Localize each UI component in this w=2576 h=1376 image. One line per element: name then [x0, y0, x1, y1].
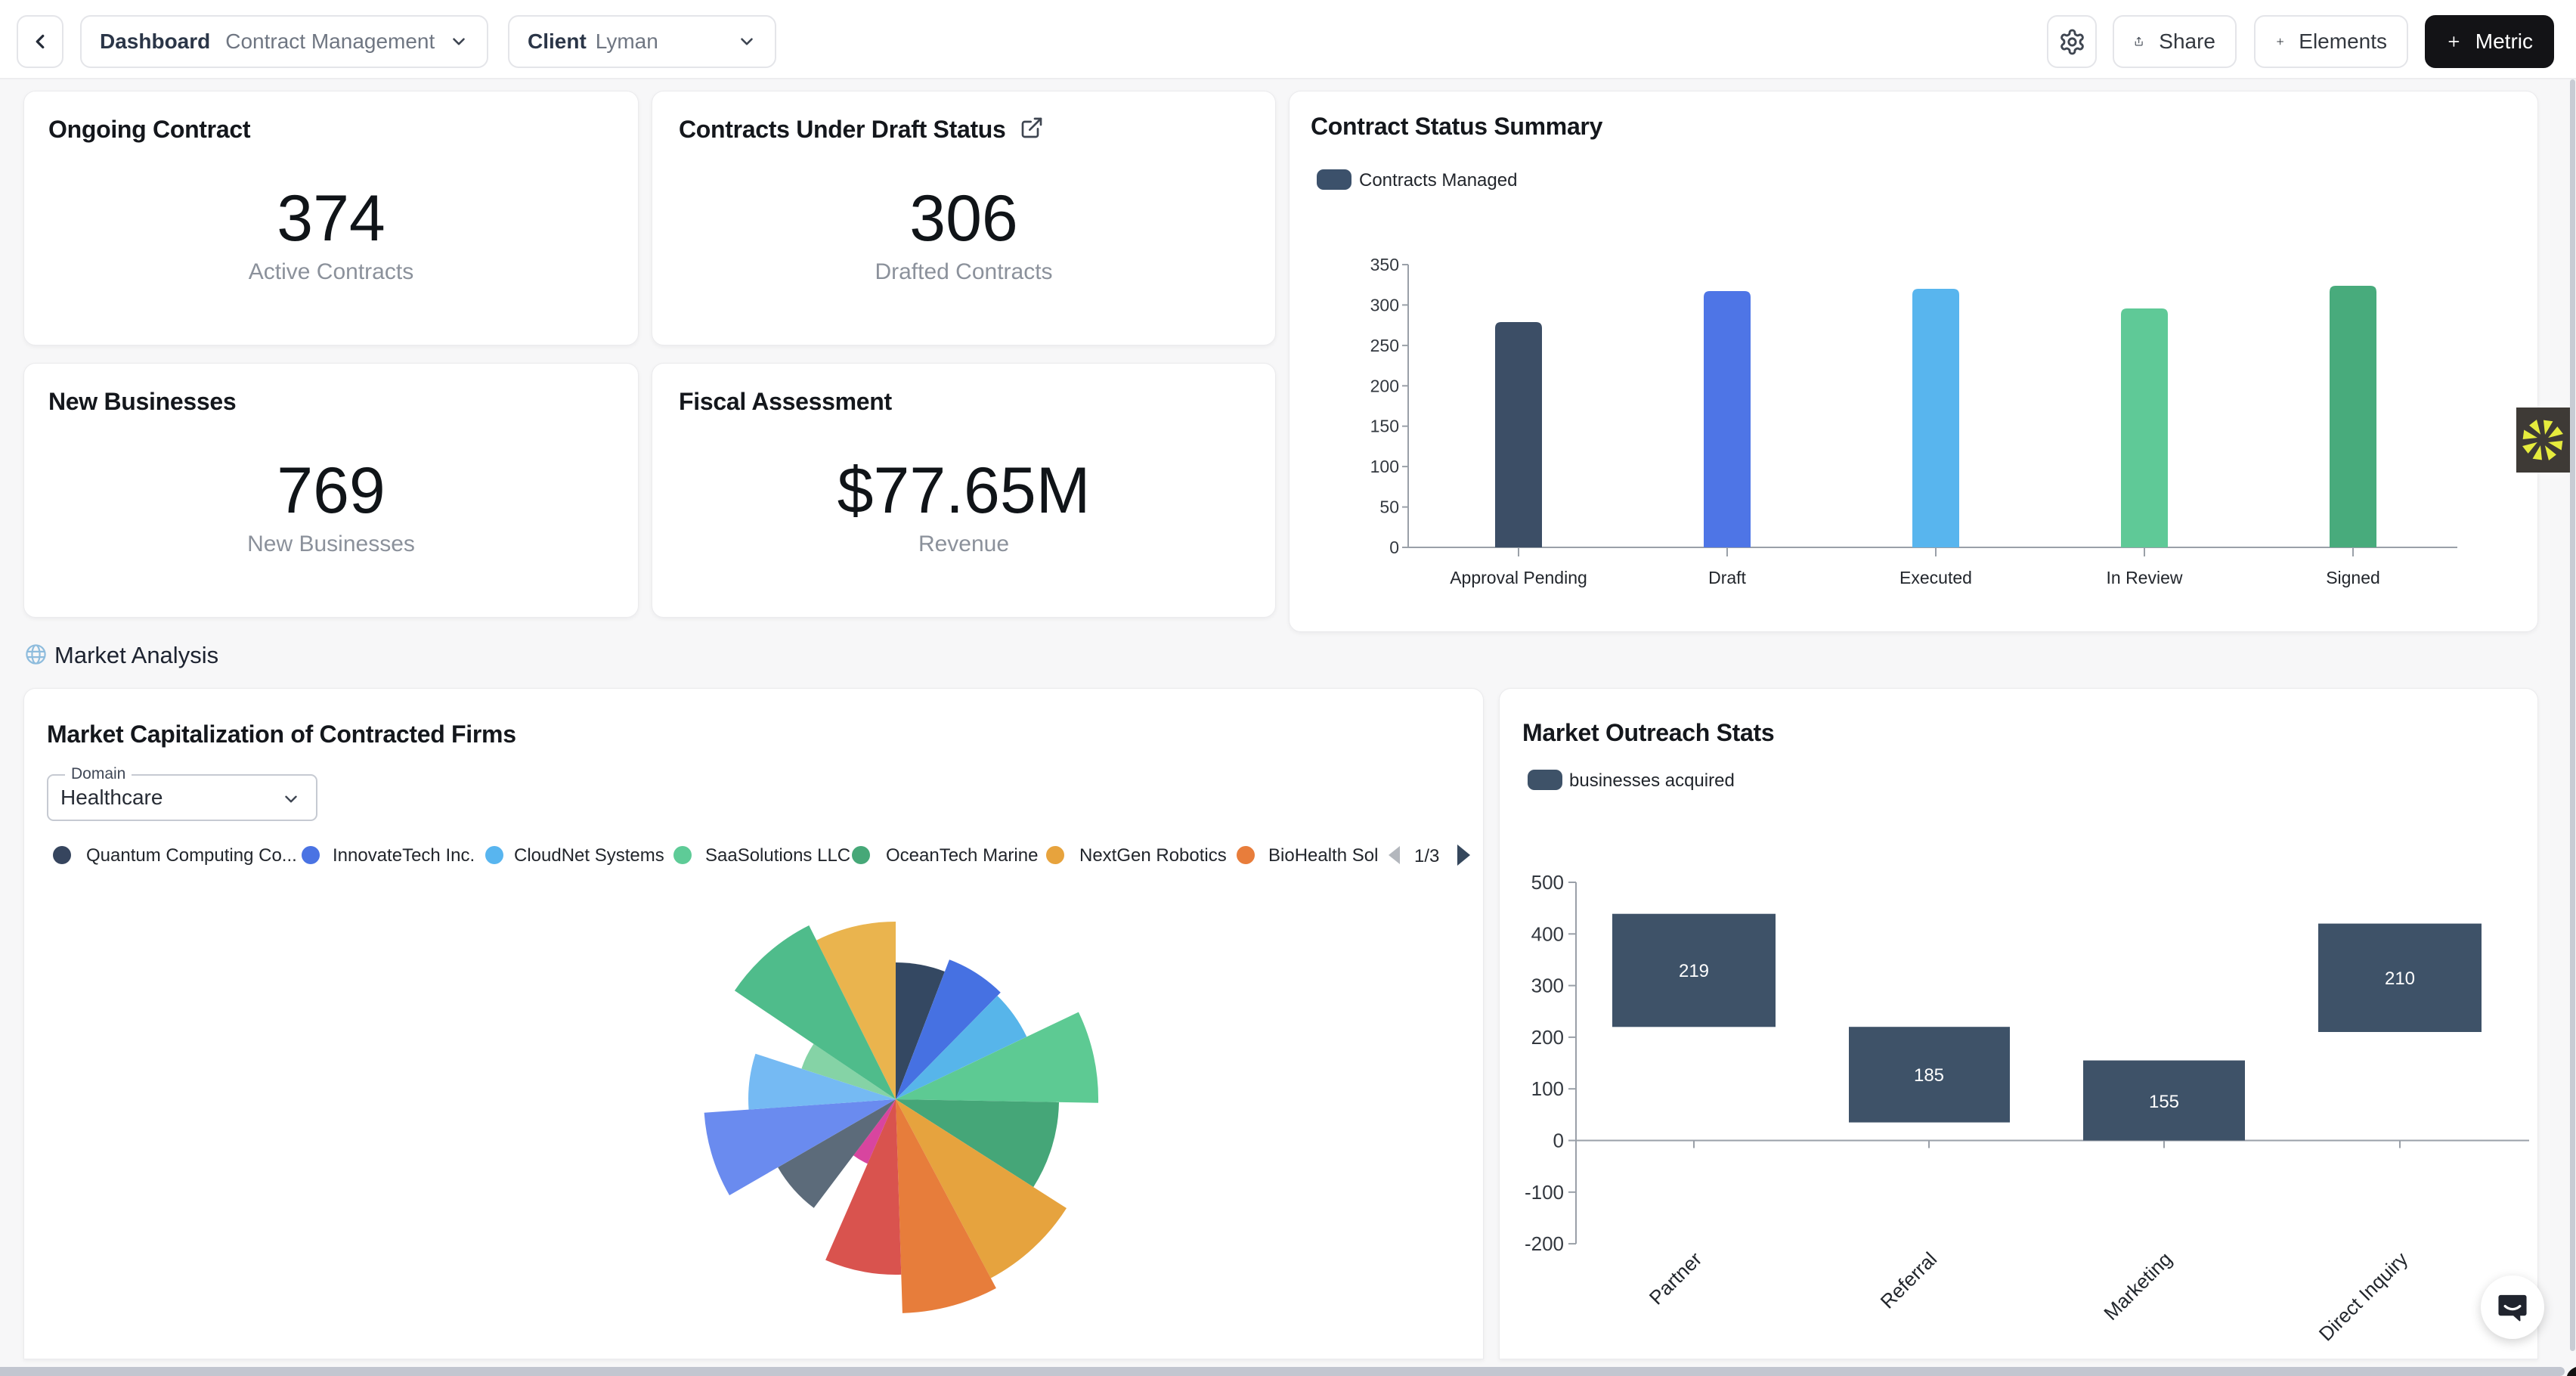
svg-text:Quantum Computing Co...: Quantum Computing Co... [86, 845, 297, 866]
svg-text:350: 350 [1370, 255, 1399, 274]
svg-text:250: 250 [1370, 336, 1399, 355]
svg-text:185: 185 [1914, 1065, 1944, 1086]
svg-text:1/3: 1/3 [1414, 846, 1439, 866]
svg-text:SaaSolutions LLC: SaaSolutions LLC [705, 845, 850, 866]
svg-text:400: 400 [1531, 922, 1564, 945]
svg-text:155: 155 [2149, 1092, 2179, 1112]
svg-text:BioHealth Sol: BioHealth Sol [1268, 845, 1378, 866]
svg-text:businesses acquired: businesses acquired [1569, 770, 1735, 791]
svg-text:Contracts Managed: Contracts Managed [1359, 170, 1517, 191]
svg-text:300: 300 [1531, 975, 1564, 997]
svg-text:100: 100 [1531, 1077, 1564, 1100]
svg-text:210: 210 [2385, 968, 2415, 989]
svg-text:Direct Inquiry: Direct Inquiry [2314, 1247, 2413, 1346]
svg-text:0: 0 [1389, 538, 1399, 557]
svg-text:0: 0 [1553, 1130, 1564, 1152]
svg-text:Signed: Signed [2326, 568, 2380, 587]
svg-text:Executed: Executed [1899, 568, 1972, 587]
svg-text:200: 200 [1370, 376, 1399, 395]
svg-text:In Review: In Review [2107, 568, 2183, 587]
svg-text:-100: -100 [1525, 1181, 1564, 1204]
svg-text:Partner: Partner [1645, 1247, 1707, 1309]
svg-text:Draft: Draft [1708, 568, 1746, 587]
svg-text:Referral: Referral [1876, 1247, 1942, 1313]
svg-text:OceanTech Marine: OceanTech Marine [886, 845, 1038, 866]
svg-text:-200: -200 [1525, 1232, 1564, 1255]
svg-text:300: 300 [1370, 295, 1399, 315]
svg-text:50: 50 [1379, 497, 1399, 517]
svg-text:500: 500 [1531, 871, 1564, 894]
svg-text:NextGen Robotics: NextGen Robotics [1079, 845, 1227, 866]
svg-text:150: 150 [1370, 417, 1399, 436]
svg-text:100: 100 [1370, 457, 1399, 476]
svg-text:Marketing: Marketing [2099, 1247, 2176, 1325]
svg-text:InnovateTech Inc.: InnovateTech Inc. [333, 845, 475, 866]
svg-text:Approval Pending: Approval Pending [1450, 568, 1587, 587]
svg-text:219: 219 [1679, 961, 1709, 981]
svg-text:200: 200 [1531, 1026, 1564, 1049]
svg-text:CloudNet Systems: CloudNet Systems [514, 845, 664, 866]
